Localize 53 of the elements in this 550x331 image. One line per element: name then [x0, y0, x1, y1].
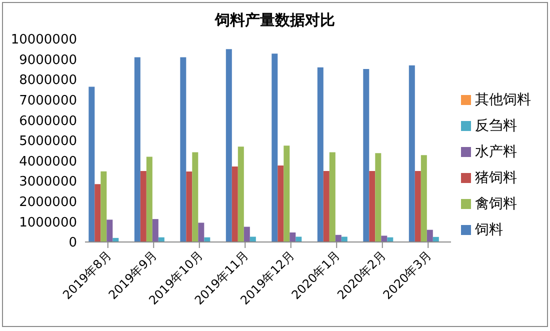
bar [198, 222, 204, 242]
bar [426, 230, 433, 242]
y-tick-label: 0 [68, 236, 77, 251]
y-tick-label: 6000000 [19, 114, 77, 129]
bar [420, 155, 427, 242]
bar [329, 152, 336, 242]
legend-label: 其他饲料 [475, 92, 531, 108]
bar [375, 153, 382, 242]
bar [414, 170, 421, 242]
bar [146, 156, 152, 242]
bar [317, 67, 324, 242]
bar [369, 170, 376, 242]
chart-title: 饲料产量数据对比 [214, 11, 336, 30]
legend-label: 禽饲料 [475, 196, 517, 212]
bar [290, 232, 296, 242]
bar [284, 146, 290, 242]
bar [186, 172, 192, 242]
legend-label: 水产料 [475, 144, 517, 160]
bar [381, 236, 388, 242]
bar [296, 236, 302, 242]
bar [192, 152, 198, 242]
y-tick-label: 1000000 [19, 215, 77, 230]
bar [152, 219, 158, 242]
bar [88, 86, 95, 242]
y-tick-label: 3000000 [19, 174, 77, 190]
y-tick-label: 5000000 [19, 134, 77, 150]
y-tick-label: 9000000 [19, 52, 77, 68]
bar [341, 236, 348, 242]
y-tick-label: 8000000 [19, 73, 77, 88]
bar [272, 54, 278, 242]
bar [238, 146, 244, 242]
bar [226, 49, 232, 242]
y-tick-label: 10000000 [10, 32, 77, 48]
bar [94, 184, 101, 242]
bar [408, 65, 415, 242]
legend-label: 猪饲料 [475, 170, 517, 186]
bar [140, 170, 146, 242]
legend-label: 反刍料 [475, 118, 517, 134]
y-tick-label: 7000000 [19, 94, 77, 109]
bar [335, 234, 342, 242]
bar [323, 170, 330, 242]
bar [250, 236, 256, 242]
bar [244, 226, 250, 242]
bar [134, 57, 140, 242]
bar [100, 171, 107, 242]
bar [232, 166, 238, 242]
bar [278, 165, 284, 242]
bar [363, 69, 370, 242]
bar [180, 57, 186, 242]
legend-label: 饲料 [475, 222, 503, 238]
y-tick-label: 2000000 [19, 195, 77, 210]
y-tick-label: 4000000 [19, 154, 77, 170]
bar [106, 220, 113, 242]
